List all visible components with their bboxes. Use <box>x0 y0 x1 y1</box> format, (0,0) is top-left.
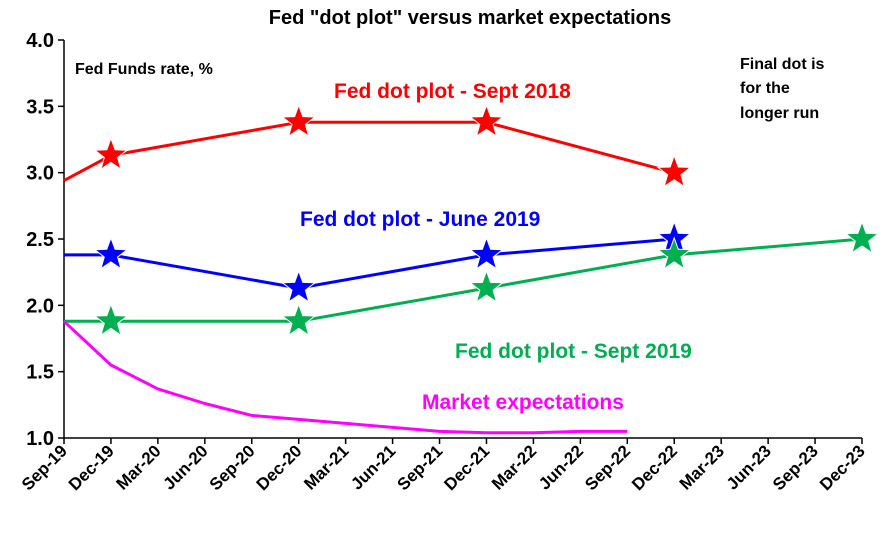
series-label-june-2019: Fed dot plot - June 2019 <box>300 208 540 231</box>
x-tick-label: Sep-21 <box>394 441 447 494</box>
series-line-fed-dot-plot-sept-2018 <box>63 120 675 182</box>
x-tick-label: Dec-23 <box>816 441 869 494</box>
star-marker <box>468 236 504 270</box>
x-tick-label: Jun-23 <box>723 441 775 493</box>
series-label-market-expectations: Market expectations <box>422 391 624 414</box>
series-line-market-expectations <box>62 320 628 435</box>
x-tick-label: Mar-22 <box>488 441 540 493</box>
y-tick-label: 4.0 <box>26 30 54 52</box>
star-marker <box>281 103 317 138</box>
series-label-sept-2018: Fed dot plot - Sept 2018 <box>334 80 571 103</box>
star-marker <box>656 154 692 188</box>
x-tick-label: Dec-21 <box>440 441 493 494</box>
x-tick-label: Sep-22 <box>581 441 634 494</box>
y-axis-label: Fed Funds rate, % <box>75 61 213 78</box>
x-tick-label: Dec-20 <box>253 441 306 494</box>
y-tick-label: 2.5 <box>26 229 54 251</box>
annotation-line-2: for the <box>740 80 790 97</box>
star-marker <box>93 236 129 270</box>
x-tick-label: Sep-20 <box>206 441 259 494</box>
star-marker <box>468 269 504 303</box>
x-tick-label: Jun-22 <box>535 441 587 493</box>
x-tick-label: Jun-20 <box>159 441 211 493</box>
series-label-sept-2019: Fed dot plot - Sept 2019 <box>455 340 692 363</box>
star-marker <box>281 302 317 337</box>
x-tick-label: Jun-21 <box>347 441 399 493</box>
x-tick-label: Sep-23 <box>769 441 822 494</box>
y-tick-label: 1.5 <box>26 362 54 384</box>
series-line-fed-dot-plot-sept-2019 <box>64 237 863 323</box>
star-marker <box>281 269 317 303</box>
x-tick-label: Mar-21 <box>300 441 352 493</box>
star-marker <box>656 236 692 270</box>
x-tick-label: Dec-22 <box>628 441 681 494</box>
star-marker <box>93 302 129 337</box>
x-tick-label: Dec-19 <box>65 441 118 494</box>
y-tick-label: 3.5 <box>26 96 54 118</box>
annotation-line-1: Final dot is <box>740 56 825 73</box>
star-marker <box>468 103 504 138</box>
x-tick-label: Mar-20 <box>113 441 165 493</box>
series-line-fed-dot-plot-june-2019 <box>64 237 675 290</box>
annotation-line-3: longer run <box>740 105 819 122</box>
star-marker <box>93 136 129 171</box>
y-tick-label: 1.0 <box>26 428 54 450</box>
y-tick-label: 3.0 <box>26 163 54 185</box>
series-layer <box>62 103 880 435</box>
x-tick-label: Mar-23 <box>676 441 728 493</box>
chart-title: Fed "dot plot" versus market expectation… <box>269 7 671 29</box>
star-marker <box>844 220 880 254</box>
y-tick-label: 2.0 <box>26 295 54 317</box>
